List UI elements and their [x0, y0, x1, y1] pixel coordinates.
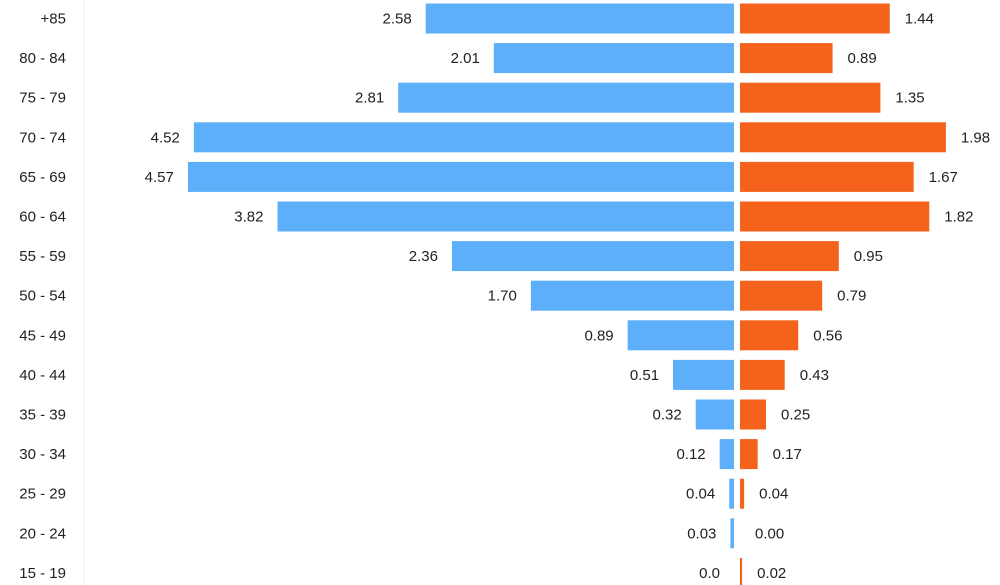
value-label-left: 4.52 — [151, 129, 180, 146]
value-label-right: 0.00 — [755, 525, 784, 542]
category-label: 35 - 39 — [19, 407, 66, 424]
value-label-right: 0.25 — [781, 407, 810, 424]
bar-right — [740, 359, 785, 390]
category-label: 30 - 34 — [19, 446, 66, 463]
value-label-right: 1.67 — [929, 169, 958, 186]
bar-left — [719, 439, 734, 470]
value-label-right: 0.17 — [773, 446, 802, 463]
bar-left — [695, 399, 734, 430]
bar-right — [740, 241, 839, 272]
bar-right — [740, 399, 766, 430]
category-labels: +85 80 - 84 75 - 79 70 - 74 65 - 69 60 - 64 55… — [19, 11, 66, 582]
bar-right — [740, 320, 799, 351]
value-label-left: 0.03 — [687, 525, 716, 542]
value-label-left: 0.51 — [630, 367, 659, 384]
bar-left — [425, 3, 734, 34]
value-label-right: 0.43 — [800, 367, 829, 384]
bar-left — [451, 241, 734, 272]
bar-left — [627, 320, 734, 351]
value-label-right: 0.89 — [848, 50, 877, 67]
bar-left — [673, 359, 734, 390]
value-label-left: 1.70 — [488, 288, 517, 305]
value-label-right: 0.02 — [757, 565, 786, 582]
category-label: 75 - 79 — [19, 90, 66, 107]
bar-right — [740, 557, 743, 585]
value-label-right: 0.95 — [854, 248, 883, 265]
value-label-left: 3.82 — [234, 209, 263, 226]
bar-right — [740, 201, 930, 232]
bar-left — [729, 478, 734, 509]
category-label: 70 - 74 — [19, 129, 66, 146]
bars — [187, 3, 946, 585]
value-label-left: 0.12 — [676, 446, 705, 463]
category-label: 60 - 64 — [19, 209, 66, 226]
category-label: +85 — [41, 11, 66, 28]
bar-left — [277, 201, 734, 232]
category-label: 15 - 19 — [19, 565, 66, 582]
value-label-left: 4.57 — [145, 169, 174, 186]
value-label-right: 1.98 — [961, 129, 990, 146]
bar-right — [740, 3, 890, 34]
value-labels: 2.58 1.44 2.01 0.89 2.81 1.35 4.52 1.98 4.57 1.67… — [145, 11, 990, 582]
bar-left — [187, 161, 734, 192]
category-label: 50 - 54 — [19, 288, 66, 305]
value-label-left: 2.01 — [451, 50, 480, 67]
bar-right — [740, 478, 745, 509]
value-label-left: 2.58 — [382, 11, 411, 28]
value-label-right: 1.44 — [905, 11, 934, 28]
bar-right — [740, 122, 946, 153]
value-label-right: 1.35 — [895, 90, 924, 107]
value-label-left: 2.36 — [409, 248, 438, 265]
bar-right — [740, 161, 914, 192]
category-label: 55 - 59 — [19, 248, 66, 265]
value-label-left: 0.89 — [584, 327, 613, 344]
value-label-right: 0.04 — [759, 486, 788, 503]
category-label: 80 - 84 — [19, 50, 66, 67]
bar-right — [740, 280, 823, 311]
category-label: 20 - 24 — [19, 525, 66, 542]
category-label: 45 - 49 — [19, 327, 66, 344]
value-label-left: 0.0 — [699, 565, 720, 582]
value-label-right: 0.79 — [837, 288, 866, 305]
bar-left — [493, 43, 734, 74]
value-label-left: 0.04 — [686, 486, 715, 503]
category-label: 25 - 29 — [19, 486, 66, 503]
bar-left — [530, 280, 734, 311]
value-label-right: 0.56 — [813, 327, 842, 344]
value-label-right: 1.82 — [944, 209, 973, 226]
category-label: 40 - 44 — [19, 367, 66, 384]
bar-right — [740, 82, 881, 113]
category-label: 65 - 69 — [19, 169, 66, 186]
bar-left — [398, 82, 734, 113]
bar-left — [193, 122, 735, 153]
bar-left — [730, 518, 734, 549]
bar-right — [740, 43, 833, 74]
value-label-left: 0.32 — [653, 407, 682, 424]
bar-right — [740, 439, 758, 470]
value-label-left: 2.81 — [355, 90, 384, 107]
